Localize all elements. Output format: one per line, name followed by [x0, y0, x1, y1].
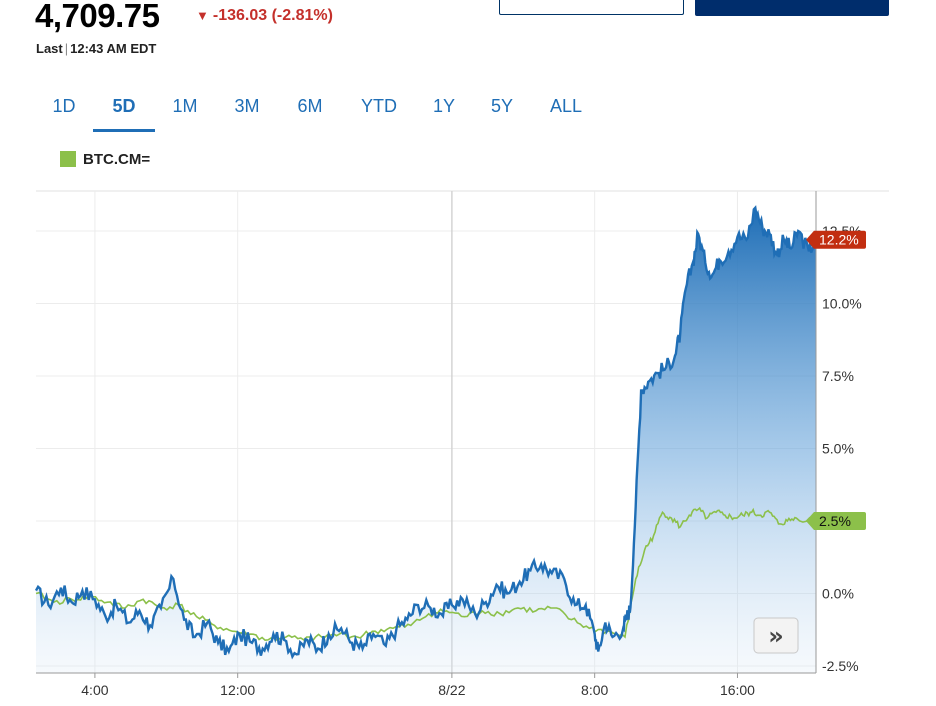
double-chevron-right-icon: »	[768, 622, 784, 650]
tab-5d[interactable]: 5D	[93, 92, 155, 132]
tab-1m[interactable]: 1M	[172, 96, 198, 116]
svg-text:12.2%: 12.2%	[819, 232, 859, 248]
scroll-right-button[interactable]: »	[753, 617, 799, 654]
compare-series-line	[35, 506, 817, 642]
tab-ytd[interactable]: YTD	[361, 96, 397, 116]
y-tick-label: 0.0%	[822, 586, 854, 602]
last-time: 12:43 AM EDT	[70, 41, 157, 56]
down-triangle-icon: ▼	[196, 8, 209, 23]
legend-swatch	[60, 151, 76, 167]
svg-text:2.5%: 2.5%	[819, 513, 851, 529]
x-tick-label: 12:00	[220, 682, 255, 698]
main-series-line	[34, 205, 818, 660]
last-value-badges: 12.2% 2.5%	[806, 230, 866, 530]
tab-1d[interactable]: 1D	[52, 96, 76, 116]
main-last-value-badge: 12.2%	[806, 230, 866, 249]
tab-all[interactable]: ALL	[549, 96, 583, 116]
last-label: Last	[36, 41, 63, 56]
compare-last-value-badge: 2.5%	[806, 512, 866, 530]
chart-legend[interactable]: BTC.CM=	[60, 151, 150, 168]
x-tick-label: 8/22	[438, 682, 465, 698]
last-updated: Last | 12:43 AM EDT	[36, 41, 156, 56]
y-tick-label: 7.5%	[822, 368, 854, 384]
price-change-value: -136.03 (-2.81%)	[212, 7, 333, 24]
outline-button[interactable]	[499, 0, 684, 15]
main-series-area	[36, 207, 816, 674]
x-tick-label: 4:00	[81, 682, 108, 698]
y-tick-label: -2.5%	[822, 658, 859, 674]
x-tick-label: 16:00	[720, 682, 755, 698]
y-tick-label: 10.0%	[822, 296, 862, 312]
y-tick-label: 5.0%	[822, 441, 854, 457]
separator: |	[64, 41, 69, 56]
price-change: ▼ -136.03 (-2.81%)	[196, 7, 333, 25]
legend-label: BTC.CM=	[83, 151, 151, 168]
tab-1y[interactable]: 1Y	[432, 96, 456, 116]
tab-5y[interactable]: 5Y	[490, 96, 514, 116]
x-tick-label: 8:00	[581, 682, 608, 698]
last-price: 4,709.75	[35, 0, 160, 34]
tab-3m[interactable]: 3M	[234, 96, 260, 116]
solid-button[interactable]	[695, 0, 889, 16]
tab-6m[interactable]: 6M	[297, 96, 323, 116]
